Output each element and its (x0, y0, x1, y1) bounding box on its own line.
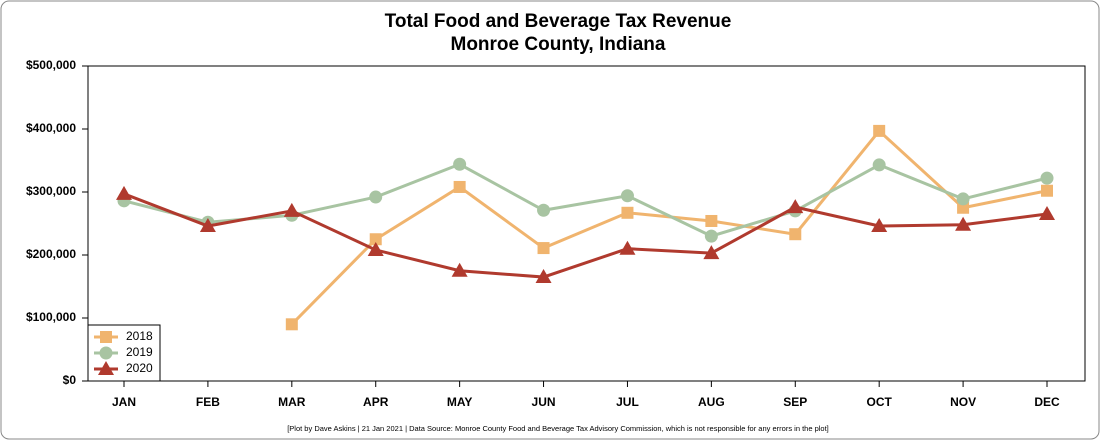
y-tick-label: $400,000 (26, 121, 76, 135)
marker (99, 346, 113, 360)
marker (100, 331, 112, 343)
marker (451, 262, 468, 277)
marker (369, 233, 382, 246)
marker (789, 228, 802, 241)
x-tick-label: MAR (278, 395, 306, 409)
marker (369, 190, 383, 204)
marker (537, 203, 551, 217)
marker (199, 218, 216, 233)
chart-title: Total Food and Beverage Tax Revenue (385, 11, 732, 32)
legend-label: 2020 (126, 361, 153, 375)
series-line (123, 192, 1048, 279)
marker (116, 185, 132, 200)
x-tick-label: APR (363, 395, 389, 409)
x-tick-label: JUL (616, 395, 639, 409)
marker (873, 124, 886, 137)
series-line (123, 162, 1048, 238)
marker (704, 229, 718, 243)
marker (535, 269, 552, 284)
marker (1039, 206, 1055, 221)
x-tick-label: SEP (783, 395, 807, 409)
marker (957, 201, 970, 214)
y-tick-label: $500,000 (26, 58, 76, 72)
y-tick-label: $200,000 (26, 247, 76, 261)
x-tick-label: JAN (112, 395, 136, 409)
marker (537, 242, 550, 255)
marker (703, 245, 720, 260)
marker (98, 361, 114, 375)
y-tick-label: $0 (63, 373, 77, 387)
x-tick-label: MAY (447, 395, 473, 409)
marker (283, 202, 300, 217)
footnote: [Plot by Dave Askins | 21 Jan 2021 | Dat… (287, 424, 829, 433)
y-tick-label: $300,000 (26, 184, 76, 198)
marker (1041, 184, 1053, 197)
x-tick-label: AUG (698, 395, 725, 409)
marker (872, 158, 886, 172)
x-tick-label: OCT (867, 395, 893, 409)
marker (871, 218, 888, 233)
x-tick-label: JUN (532, 395, 556, 409)
legend: 2018 2019 2020 (87, 324, 161, 382)
marker (956, 192, 970, 206)
marker (620, 189, 634, 203)
marker (705, 214, 718, 227)
marker (453, 157, 467, 171)
marker (285, 318, 298, 331)
marker (621, 206, 634, 219)
legend-label: 2019 (126, 345, 153, 359)
x-tick-label: NOV (950, 395, 976, 409)
marker (453, 180, 466, 193)
marker (787, 199, 804, 214)
marker (955, 216, 972, 231)
x-tick-label: DEC (1034, 395, 1060, 409)
marker (1040, 171, 1054, 185)
marker (367, 241, 384, 256)
marker (619, 240, 636, 255)
legend-label: 2018 (126, 329, 153, 343)
plot-area (87, 65, 1086, 382)
y-tick-label: $100,000 (26, 310, 76, 324)
x-tick-label: FEB (196, 395, 220, 409)
chart-subtitle: Monroe County, Indiana (451, 34, 666, 55)
